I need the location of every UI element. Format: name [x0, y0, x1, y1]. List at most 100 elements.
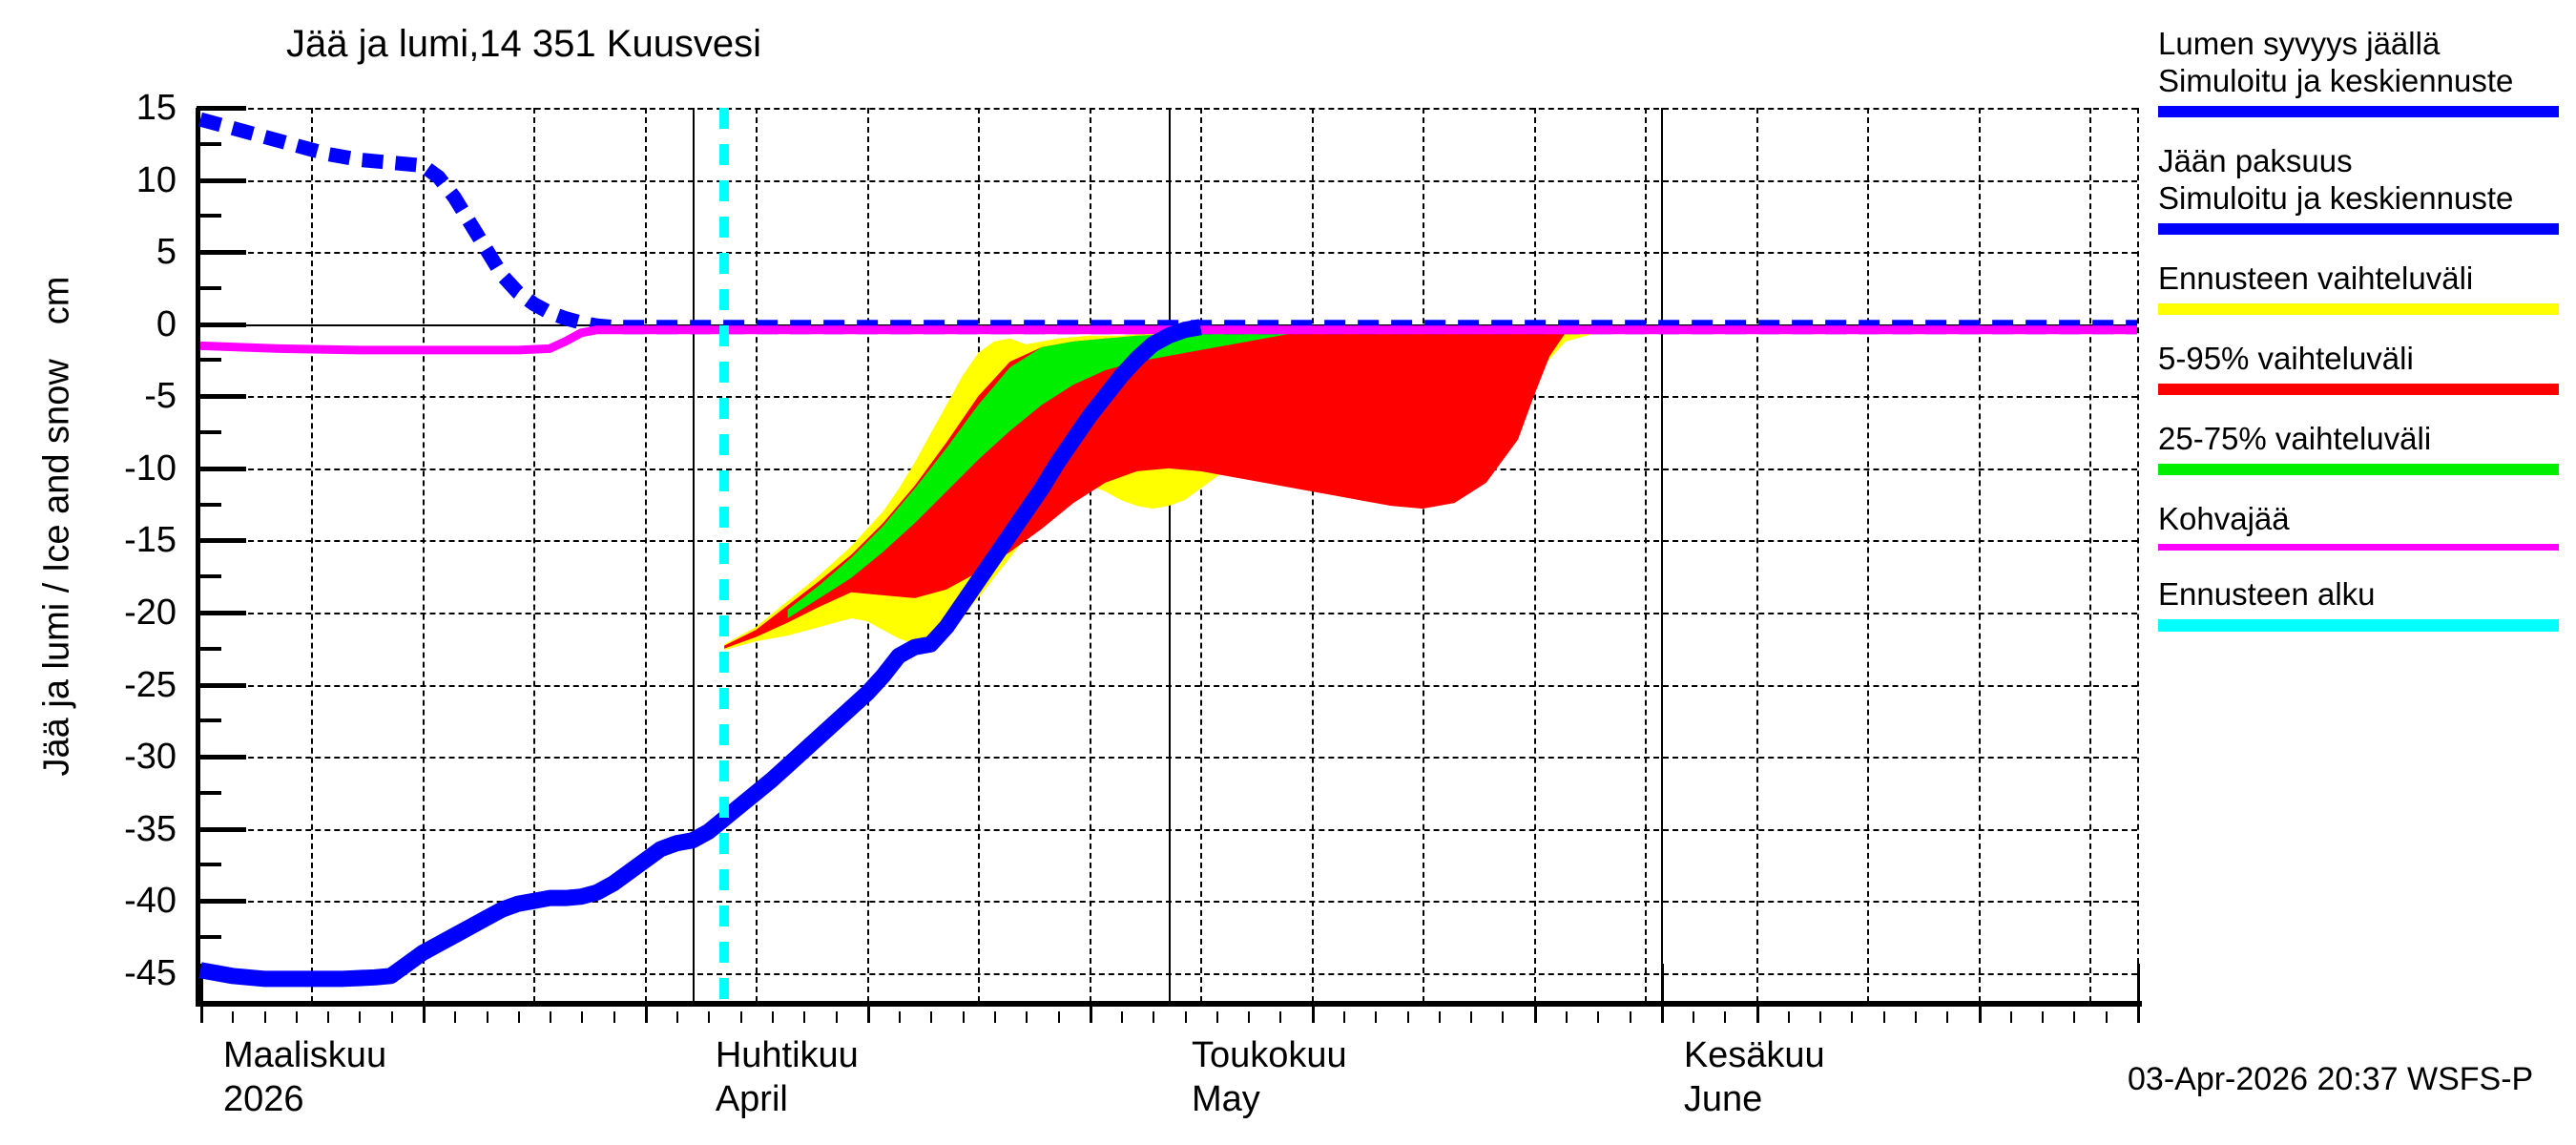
x-label-en: April	[715, 1079, 788, 1119]
x-tick-mark	[739, 1011, 742, 1023]
gridline-x-day-91	[1645, 108, 1648, 1002]
x-tick-mark	[1153, 1011, 1155, 1023]
x-label-fi: Maaliskuu	[223, 1035, 387, 1075]
x-label-en: May	[1192, 1079, 1260, 1119]
forecast-start-marker	[719, 108, 730, 1002]
x-tick-mark	[454, 1011, 457, 1023]
gridline-x-day-77	[1423, 108, 1425, 1002]
x-axis-month-label: Maaliskuu 2026	[223, 1033, 386, 1121]
x-tick-mark	[866, 1006, 870, 1023]
x-tick-mark	[1629, 1011, 1631, 1023]
gridline-month-61	[1169, 108, 1171, 1002]
y-tick-mark	[197, 177, 246, 183]
y-tick-label: -40	[124, 881, 177, 922]
x-tick-mark	[359, 1011, 362, 1023]
x-tick-mark	[295, 1011, 298, 1023]
x-tick-mark	[1533, 1006, 1537, 1023]
x-tick-mark	[1502, 1011, 1505, 1023]
x-tick-mark	[550, 1011, 552, 1023]
x-tick-mark	[899, 1011, 902, 1023]
gridline-month-92	[1660, 108, 1663, 1002]
x-axis-month-label: Huhtikuu April	[716, 1033, 859, 1121]
x-axis-month-label: Kesäkuu June	[1684, 1033, 1825, 1121]
y-tick-mark	[197, 899, 246, 905]
x-tick-mark	[835, 1011, 838, 1023]
forecast-bands	[724, 329, 1661, 651]
x-tick-mark	[1755, 1006, 1759, 1023]
x-tick-mark	[1787, 1011, 1790, 1023]
y-tick-label: 10	[135, 159, 177, 200]
y-tick-mark	[197, 250, 246, 256]
gridline-x-day-105	[1867, 108, 1870, 1002]
x-tick-mark	[993, 1011, 996, 1023]
band-00ee00	[787, 329, 1312, 618]
y-tick-label: -15	[124, 520, 177, 561]
x-label-fi: Huhtikuu	[715, 1035, 859, 1075]
gridline-x-day-98	[1755, 108, 1758, 1002]
legend-item-title: Ennusteen alku	[2158, 576, 2376, 612]
legend-item-title: Jään paksuus	[2158, 143, 2353, 178]
x-tick-mark	[2073, 1011, 2076, 1023]
legend-item-title: Lumen syvyys jäällä	[2158, 26, 2441, 61]
x-tick-mark	[1248, 1011, 1251, 1023]
legend-item-subtitle: Simuloitu ja keskiennuste	[2158, 180, 2514, 216]
y-tick-label: 15	[135, 88, 177, 128]
y-tick-mark	[197, 682, 246, 688]
x-tick-mark	[1311, 1006, 1315, 1023]
x-tick-mark	[1597, 1011, 1600, 1023]
plot-area: 15 10 5 0 -5 -10 -15 -20 -25 -30 -35 -40 -45	[124, 90, 2142, 1023]
y-tick-minor	[197, 502, 221, 507]
x-tick-mark	[708, 1011, 711, 1023]
x-tick-mark	[1724, 1011, 1727, 1023]
y-tick-label: 5	[156, 232, 177, 273]
gridline-x-day-119	[2089, 108, 2092, 1002]
legend-item: Ennusteen alku	[2158, 575, 2576, 632]
y-tick-mark	[197, 322, 246, 327]
y-tick-minor	[197, 646, 221, 651]
x-tick-mark	[1470, 1011, 1473, 1023]
x-axis-month-label: Toukokuu May	[1192, 1033, 1347, 1121]
x-tick-mark	[1121, 1011, 1124, 1023]
y-tick-minor	[197, 863, 221, 867]
x-label-fi: Kesäkuu	[1683, 1035, 1825, 1075]
gridline-x-day-21	[533, 108, 536, 1002]
x-axis-line	[196, 1001, 2142, 1007]
x-tick-mark	[422, 1006, 426, 1023]
y-tick-label: -10	[124, 448, 177, 489]
x-tick-mark	[232, 1011, 235, 1023]
x-tick-mark	[1851, 1011, 1854, 1023]
y-tick-label: -5	[144, 376, 177, 417]
series-lines	[198, 112, 2137, 988]
x-tick-mark	[1946, 1011, 1949, 1023]
y-tick-mark	[197, 538, 246, 544]
x-tick-mark	[390, 1011, 393, 1023]
y-tick-mark	[197, 755, 246, 760]
y-tick-label: -25	[124, 664, 177, 705]
y-tick-minor	[197, 285, 221, 290]
x-tick-mark	[581, 1011, 584, 1023]
gridline-x-day-35	[756, 108, 758, 1002]
x-tick-mark	[613, 1011, 615, 1023]
x-tick-mark	[1089, 1006, 1092, 1023]
gridline-x-day-84	[1533, 108, 1536, 1002]
y-tick-minor	[197, 790, 221, 795]
gridline-x-day-28	[644, 108, 647, 1002]
x-tick-mark	[772, 1011, 775, 1023]
x-tick-mark	[327, 1011, 330, 1023]
x-tick-mark	[644, 1006, 648, 1023]
legend-item-subtitle: Simuloitu ja keskiennuste	[2158, 63, 2514, 98]
y-tick-mark	[197, 826, 246, 832]
x-tick-mark	[1693, 1011, 1695, 1023]
y-tick-minor	[197, 141, 221, 146]
legend-swatch-red	[2158, 384, 2559, 395]
y-axis-line	[196, 108, 200, 1002]
gridline-x-day-63	[1200, 108, 1203, 1002]
series-line	[198, 112, 2137, 335]
x-tick-mark	[2105, 1011, 2108, 1023]
legend-item: 5-95% vaihteluväli	[2158, 340, 2576, 395]
x-tick-mark	[263, 1011, 266, 1023]
y-tick-label: -35	[124, 808, 177, 849]
y-tick-mark	[197, 106, 246, 111]
series-line	[198, 319, 1202, 988]
